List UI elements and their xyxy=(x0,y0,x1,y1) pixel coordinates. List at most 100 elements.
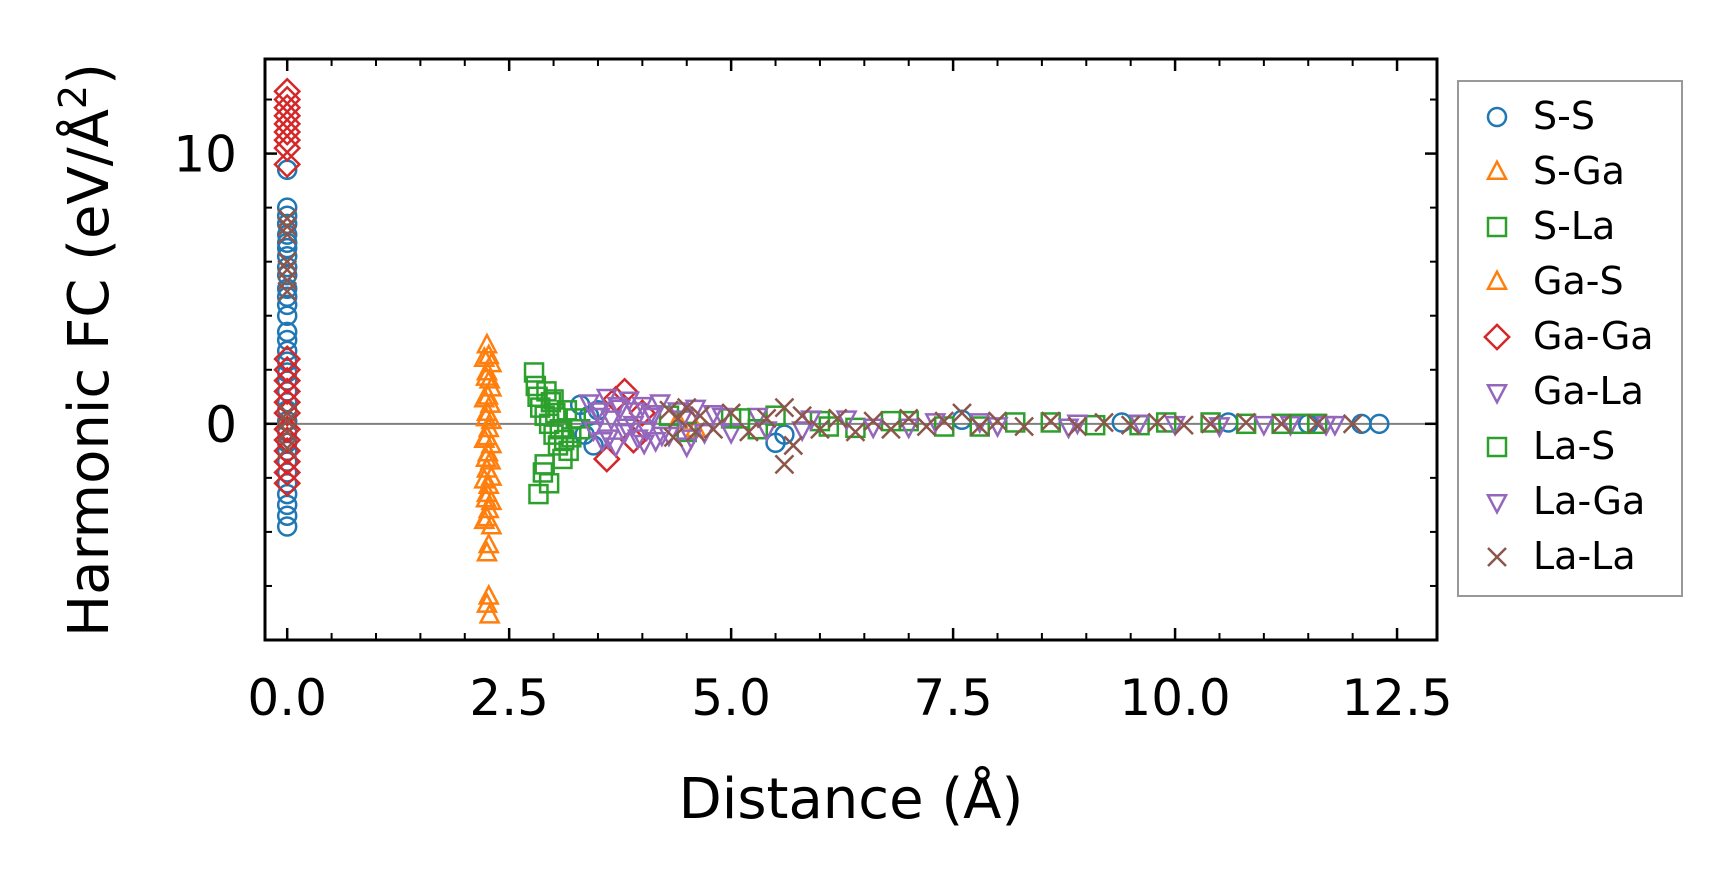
data-point xyxy=(1120,415,1141,436)
legend: S-S S-Ga S-La Ga-S Ga-Ga Ga-La La-S La-Ga La-La xyxy=(1457,80,1683,597)
data-point xyxy=(663,427,684,448)
data-point xyxy=(545,402,566,424)
data-point xyxy=(791,421,814,443)
data-point xyxy=(480,489,503,511)
series-ga-s xyxy=(473,345,498,530)
data-point xyxy=(565,408,587,429)
legend-label: Ga-Ga xyxy=(1533,314,1654,358)
data-point xyxy=(739,422,759,442)
data-point xyxy=(721,403,742,423)
data-point xyxy=(810,419,830,440)
legend-entry: Ga-La xyxy=(1485,369,1644,413)
legend-marker xyxy=(1486,436,1508,458)
data-point xyxy=(480,513,503,535)
data-point xyxy=(676,397,697,418)
data-point xyxy=(1067,416,1088,437)
legend-marker xyxy=(1485,158,1509,180)
legend-marker xyxy=(1486,216,1508,238)
data-point xyxy=(969,416,990,437)
data-point xyxy=(475,364,498,386)
data-point xyxy=(1057,418,1080,440)
data-point xyxy=(624,402,647,424)
data-point xyxy=(277,422,298,442)
data-point xyxy=(606,396,629,418)
data-point xyxy=(276,329,298,351)
data-point xyxy=(633,434,656,456)
data-point xyxy=(475,359,499,381)
data-point xyxy=(702,405,725,427)
data-point xyxy=(276,197,298,218)
data-point xyxy=(477,532,500,554)
data-point xyxy=(558,440,579,462)
legend-entry: La-S xyxy=(1486,424,1615,468)
x-tick-label: 5.0 xyxy=(691,669,771,727)
legend-marker xyxy=(1485,494,1509,516)
data-point xyxy=(276,294,298,316)
legend-label: S-La xyxy=(1533,204,1615,248)
data-point xyxy=(783,435,804,456)
data-point xyxy=(635,421,658,443)
data-point xyxy=(276,305,298,326)
data-point xyxy=(276,340,298,362)
data-point xyxy=(863,411,884,431)
tick-labels: 0.0 2.5 5.0 7.5 10.0 12.5 0 10 xyxy=(173,126,1452,727)
data-point xyxy=(273,126,302,154)
legend-marker xyxy=(1483,323,1511,351)
x-tick-label: 12.5 xyxy=(1341,669,1452,727)
y-axis-label-close: ) xyxy=(57,63,122,85)
data-point xyxy=(277,281,298,302)
legend-label: S-S xyxy=(1533,94,1595,138)
data-point xyxy=(588,407,611,429)
data-point xyxy=(818,416,840,437)
data-point xyxy=(273,109,302,138)
data-point xyxy=(528,483,549,505)
x-axis-label: Distance (Å) xyxy=(679,766,1024,832)
data-point xyxy=(1271,413,1292,434)
legend-marker xyxy=(1485,268,1509,290)
data-point xyxy=(523,362,545,383)
data-point xyxy=(1147,412,1168,433)
data-point xyxy=(597,429,620,451)
data-point xyxy=(1174,415,1194,436)
data-point xyxy=(277,208,298,229)
data-point xyxy=(543,389,564,410)
data-point xyxy=(473,345,496,367)
legend-label: La-S xyxy=(1533,424,1615,468)
data-point xyxy=(276,256,298,278)
x-tick-label: 0.0 xyxy=(247,669,327,727)
legend-entries: S-S S-Ga S-La Ga-S Ga-Ga Ga-La La-S La-Ga La-La xyxy=(1483,94,1654,578)
data-point xyxy=(475,445,498,467)
data-point xyxy=(1128,414,1151,436)
data-point xyxy=(540,391,562,413)
data-point xyxy=(276,505,298,526)
data-point xyxy=(276,516,298,537)
data-point xyxy=(1014,416,1035,437)
data-point xyxy=(667,408,688,429)
data-point xyxy=(273,355,302,384)
data-point xyxy=(969,416,990,437)
data-point xyxy=(478,602,501,624)
data-point xyxy=(626,429,649,451)
data-point xyxy=(553,429,575,451)
data-point xyxy=(1252,415,1275,437)
data-point xyxy=(538,473,560,494)
data-point xyxy=(473,426,496,449)
data-point xyxy=(1040,411,1061,431)
data-point xyxy=(273,399,302,427)
data-point xyxy=(729,408,751,429)
legend-entry: S-La xyxy=(1486,204,1615,248)
data-point xyxy=(277,251,298,272)
data-point xyxy=(477,583,500,605)
data-point xyxy=(1094,412,1114,433)
data-point xyxy=(273,134,302,163)
data-point xyxy=(475,486,498,508)
data-point xyxy=(475,405,498,427)
data-point xyxy=(277,216,298,237)
data-point xyxy=(1307,413,1328,434)
data-points xyxy=(273,77,1390,624)
data-point xyxy=(273,366,302,395)
data-point xyxy=(1314,415,1338,437)
data-point xyxy=(650,426,673,448)
y-axis-label-main: Harmonic FC (eV/Å xyxy=(56,109,122,637)
